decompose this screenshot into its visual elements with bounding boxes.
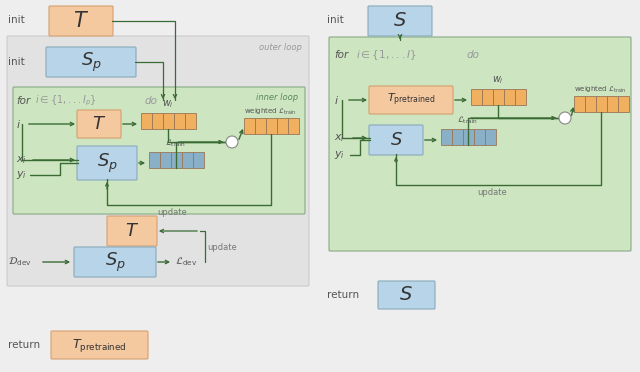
Bar bbox=[493, 89, 504, 105]
Text: $i$: $i$ bbox=[334, 94, 339, 106]
Bar bbox=[255, 118, 266, 134]
Text: $y_i$: $y_i$ bbox=[16, 169, 27, 181]
Bar bbox=[149, 152, 159, 168]
Text: do: do bbox=[145, 96, 158, 106]
Bar bbox=[618, 96, 628, 112]
FancyBboxPatch shape bbox=[77, 146, 137, 180]
FancyBboxPatch shape bbox=[46, 47, 136, 77]
Bar bbox=[163, 113, 173, 129]
Bar bbox=[182, 152, 193, 168]
Text: $i$: $i$ bbox=[16, 118, 21, 130]
FancyBboxPatch shape bbox=[49, 6, 113, 36]
Bar bbox=[607, 96, 618, 112]
Bar bbox=[160, 152, 170, 168]
Text: init: init bbox=[327, 15, 344, 25]
Text: update: update bbox=[207, 243, 237, 251]
Text: $S$: $S$ bbox=[399, 286, 413, 304]
Text: $S$: $S$ bbox=[390, 131, 403, 149]
Text: $S_p$: $S_p$ bbox=[104, 250, 125, 273]
Bar bbox=[141, 113, 152, 129]
Bar bbox=[463, 129, 474, 145]
FancyBboxPatch shape bbox=[7, 36, 309, 286]
Bar bbox=[515, 89, 525, 105]
Text: $y_i$: $y_i$ bbox=[334, 149, 345, 161]
Text: $T$: $T$ bbox=[73, 11, 89, 31]
Text: $\mathcal{L}_{\rm train}$: $\mathcal{L}_{\rm train}$ bbox=[166, 138, 186, 149]
FancyBboxPatch shape bbox=[369, 125, 423, 155]
Text: for: for bbox=[334, 50, 348, 60]
Bar bbox=[452, 129, 463, 145]
Bar bbox=[193, 152, 204, 168]
Text: $i \in \{1,...I\}$: $i \in \{1,...I\}$ bbox=[356, 48, 417, 62]
Circle shape bbox=[226, 136, 238, 148]
Bar bbox=[171, 152, 182, 168]
Text: $w_i$: $w_i$ bbox=[162, 98, 174, 110]
Text: return: return bbox=[327, 290, 359, 300]
Bar bbox=[504, 89, 515, 105]
FancyBboxPatch shape bbox=[77, 110, 121, 138]
Bar bbox=[152, 113, 163, 129]
Text: $T_{\rm pretrained}$: $T_{\rm pretrained}$ bbox=[387, 92, 435, 108]
Bar bbox=[574, 96, 584, 112]
Text: $S$: $S$ bbox=[393, 12, 407, 30]
Text: $i \in \{1,...I_p\}$: $i \in \{1,...I_p\}$ bbox=[35, 94, 97, 108]
Text: update: update bbox=[157, 208, 187, 217]
Bar bbox=[288, 118, 298, 134]
Text: $S_p$: $S_p$ bbox=[97, 151, 117, 174]
Text: $x_i$: $x_i$ bbox=[334, 132, 345, 144]
FancyBboxPatch shape bbox=[368, 6, 432, 36]
Text: $T$: $T$ bbox=[125, 222, 139, 240]
Circle shape bbox=[559, 112, 571, 124]
Text: outer loop: outer loop bbox=[259, 44, 302, 52]
Text: do: do bbox=[467, 50, 480, 60]
Bar bbox=[485, 129, 495, 145]
FancyBboxPatch shape bbox=[369, 86, 453, 114]
Bar bbox=[596, 96, 607, 112]
FancyBboxPatch shape bbox=[13, 87, 305, 214]
Bar bbox=[174, 113, 184, 129]
Text: $\mathcal{D}_{\rm dev}$: $\mathcal{D}_{\rm dev}$ bbox=[8, 256, 31, 269]
Text: $x_i$: $x_i$ bbox=[16, 154, 27, 166]
Bar bbox=[441, 129, 451, 145]
FancyBboxPatch shape bbox=[107, 216, 157, 246]
Bar bbox=[277, 118, 287, 134]
Text: $\mathcal{L}_{\rm dev}$: $\mathcal{L}_{\rm dev}$ bbox=[175, 256, 198, 269]
Bar bbox=[474, 129, 484, 145]
Text: $T$: $T$ bbox=[92, 115, 106, 133]
FancyBboxPatch shape bbox=[329, 37, 631, 251]
Bar bbox=[482, 89, 493, 105]
FancyBboxPatch shape bbox=[378, 281, 435, 309]
Bar bbox=[266, 118, 276, 134]
Text: $\mathcal{L}_{\rm train}$: $\mathcal{L}_{\rm train}$ bbox=[458, 115, 479, 126]
Text: $S_p$: $S_p$ bbox=[81, 50, 101, 74]
Text: return: return bbox=[8, 340, 40, 350]
Bar bbox=[185, 113, 195, 129]
Bar bbox=[585, 96, 595, 112]
Text: inner loop: inner loop bbox=[256, 93, 298, 102]
Text: for: for bbox=[16, 96, 30, 106]
Bar bbox=[244, 118, 255, 134]
Text: weighted $\mathcal{L}_{\rm train}$: weighted $\mathcal{L}_{\rm train}$ bbox=[574, 85, 627, 95]
Bar bbox=[471, 89, 481, 105]
FancyBboxPatch shape bbox=[51, 331, 148, 359]
FancyBboxPatch shape bbox=[74, 247, 156, 277]
Text: $T_{\rm pretrained}$: $T_{\rm pretrained}$ bbox=[72, 337, 126, 353]
Text: init: init bbox=[8, 15, 25, 25]
Text: init: init bbox=[8, 57, 25, 67]
Text: $w_i$: $w_i$ bbox=[492, 74, 504, 86]
Text: update: update bbox=[477, 188, 507, 197]
Text: weighted $\mathcal{L}_{\rm train}$: weighted $\mathcal{L}_{\rm train}$ bbox=[244, 107, 296, 117]
